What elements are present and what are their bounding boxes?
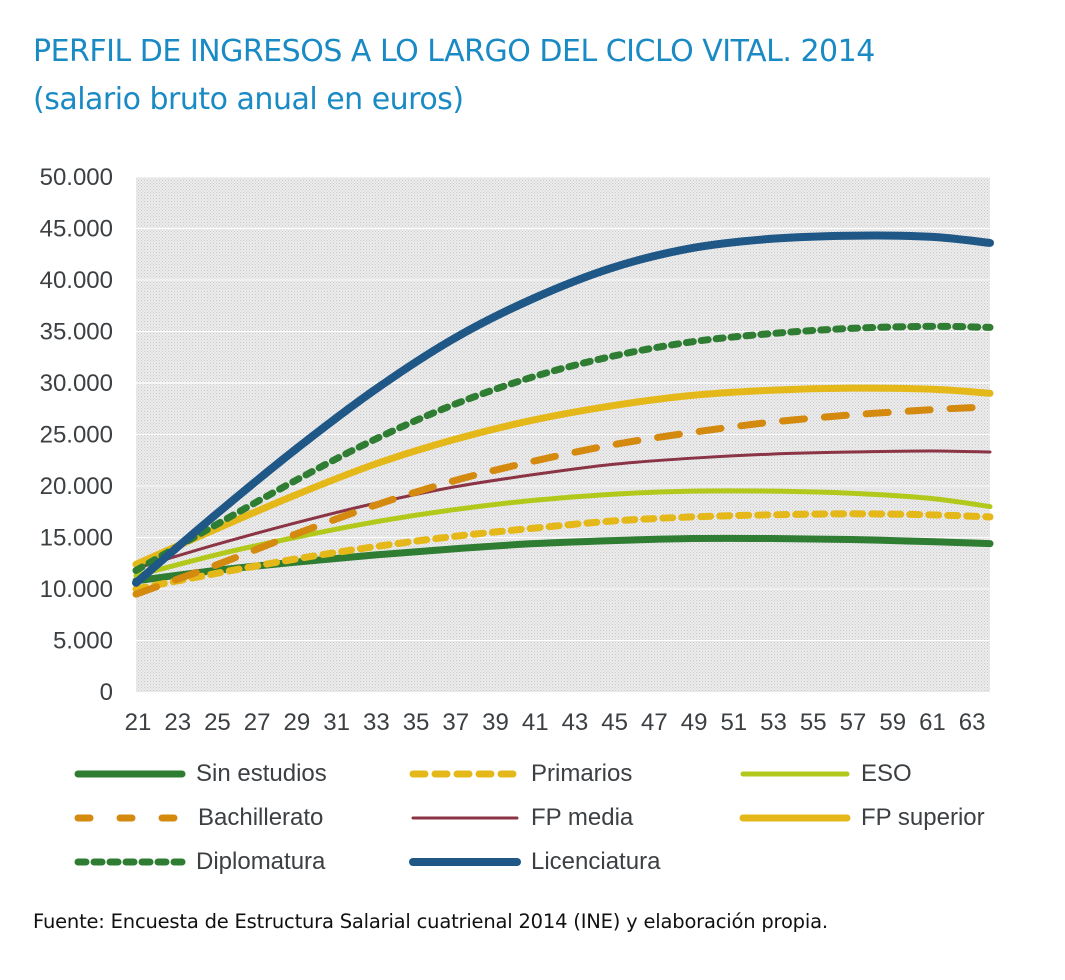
series-line-fp-superior [132,384,994,568]
legend-label: Sin estudios [196,760,327,787]
y-tick-label: 40.000 [40,267,113,294]
legend-item-fp-superior: FP superior [735,796,985,840]
x-tick-label: 47 [641,709,668,736]
x-tick-label: 53 [760,709,787,736]
series-line-diplomatura [132,322,994,574]
legend-item-primarios: Primarios [405,752,632,796]
legend-item-fp-media: FP media [405,796,633,840]
x-tick-label: 21 [125,709,152,736]
legend-label: Licenciatura [531,848,661,875]
legend-item-diplomatura: Diplomatura [70,840,325,884]
series-line-primarios [132,510,994,593]
y-tick-label: 0 [100,679,113,706]
x-tick-label: 45 [601,709,628,736]
x-tick-label: 59 [879,709,906,736]
legend-swatch [74,814,186,822]
x-tick-label: 37 [442,709,469,736]
legend-swatch [74,858,186,866]
legend-label: Bachillerato [198,804,324,831]
legend-item-eso: ESO [735,752,912,796]
legend-swatch [74,770,186,778]
chart-title-line1: PERFIL DE INGRESOS A LO LARGO DEL CICLO … [33,34,875,69]
legend-swatch [739,814,851,822]
x-tick-label: 63 [959,709,986,736]
legend-swatch [740,771,850,777]
y-tick-label: 30.000 [40,370,113,397]
y-tick-label: 15.000 [40,525,113,552]
y-tick-label: 25.000 [40,422,113,449]
y-tick-label: 10.000 [40,576,113,603]
x-tick-label: 35 [403,709,430,736]
x-tick-label: 49 [681,709,708,736]
chart-subtitle: (salario bruto anual en euros) [33,82,464,117]
y-tick-label: 20.000 [40,473,113,500]
legend-label: Diplomatura [196,848,326,875]
y-tick-label: 45.000 [40,216,113,243]
x-tick-label: 29 [284,709,311,736]
y-axis-ticks: 0 5.000 10.000 15.000 20.000 25.000 30.000 35.0… [40,164,113,706]
y-tick-label: 35.000 [40,319,113,346]
x-tick-label: 57 [840,709,867,736]
legend-swatch [409,770,521,778]
x-tick-label: 27 [244,709,271,736]
legend-item-bachillerato: Bachillerato [70,796,323,840]
legend-label: Primarios [531,760,633,787]
series-line-fp-media [134,449,992,570]
x-tick-label: 41 [522,709,549,736]
x-tick-label: 23 [164,709,191,736]
x-tick-label: 25 [204,709,231,736]
legend-swatch [411,816,519,820]
legend-item-sin-estudios: Sin estudios [70,752,327,796]
x-tick-label: 43 [562,709,589,736]
legend-label: FP superior [861,804,985,831]
x-tick-label: 51 [720,709,747,736]
chart-title: PERFIL DE INGRESOS A LO LARGO DEL CICLO … [33,28,875,124]
series-line-licenciatura [132,231,994,587]
y-tick-label: 5.000 [53,628,113,655]
x-tick-label: 55 [800,709,827,736]
legend-label: FP media [531,804,634,831]
series-lines [132,231,994,598]
x-axis-ticks: 21 23 25 27 29 31 33 35 37 39 41 43 45 47 49 51 53 55 57 59… [125,709,986,736]
y-tick-label: 50.000 [40,164,113,191]
x-tick-label: 61 [919,709,946,736]
legend-label: ESO [861,760,912,787]
x-tick-label: 31 [323,709,350,736]
legend-swatch [409,858,521,866]
line-chart: 0 5.000 10.000 15.000 20.000 25.000 30.000 35.0… [40,164,994,736]
source-note: Fuente: Encuesta de Estructura Salarial … [33,910,828,933]
legend-item-licenciatura: Licenciatura [405,840,660,884]
x-tick-label: 33 [363,709,390,736]
x-tick-label: 39 [482,709,509,736]
gridlines [136,176,990,641]
series-line-bachillerato [132,403,994,598]
